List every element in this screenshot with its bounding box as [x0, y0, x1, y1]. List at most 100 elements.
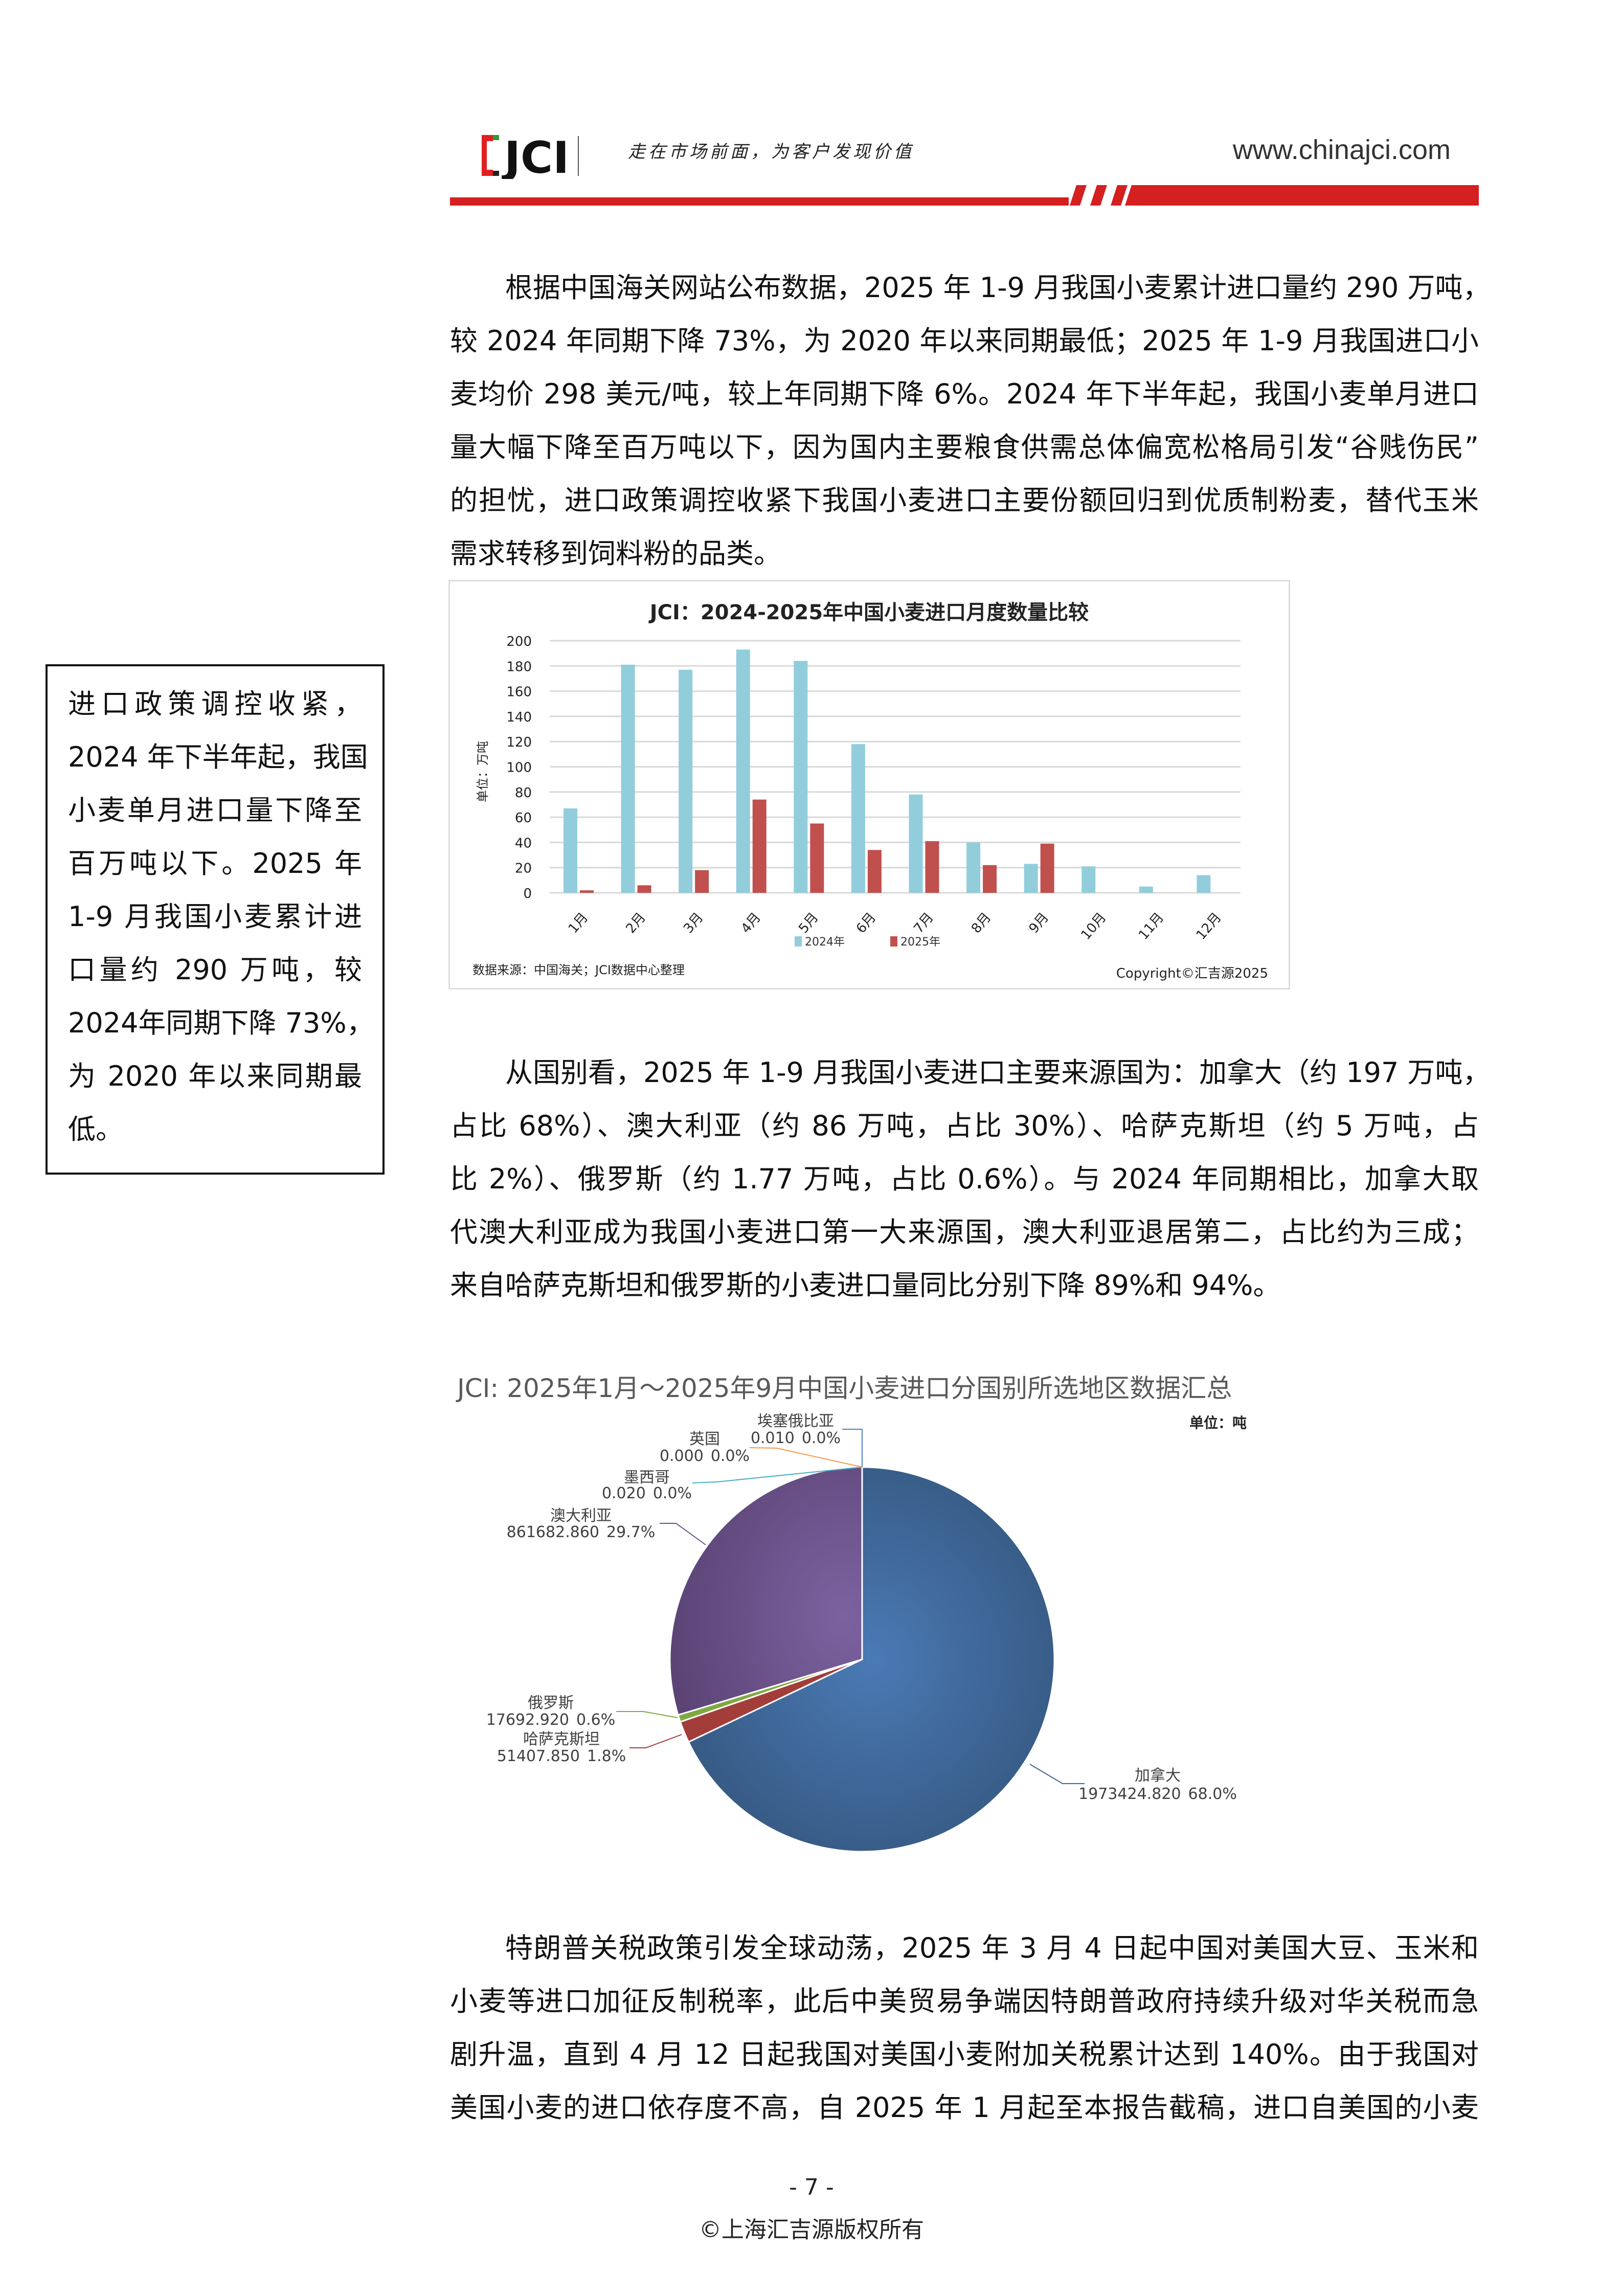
y-tick-label: 0: [523, 886, 532, 902]
pie-slice-australia: [669, 1466, 863, 1716]
leader-line-mexico: [692, 1467, 863, 1483]
bar-chart-title: JCI：2024-2025年中国小麦进口月度数量比较: [648, 601, 1089, 624]
bar-2025年-6月: [867, 850, 882, 893]
note-line: 2024年同期下降 73%，: [68, 1007, 374, 1039]
text-line: 较 2024 年同期下降 73%，为 2020 年以来同期最低；2025 年 1…: [450, 325, 1479, 357]
bar-2025年-7月: [925, 841, 939, 893]
pie-label-canada: 加拿大: [1135, 1767, 1181, 1785]
y-tick-label: 160: [506, 685, 532, 700]
bar-2024年-5月: [794, 661, 808, 893]
y-tick-label: 100: [506, 760, 532, 776]
x-tick-label: 8月: [968, 910, 994, 936]
pie-value-ethiopia: 0.010 0.0%: [751, 1429, 841, 1447]
y-tick-label: 140: [506, 710, 532, 725]
bar-2024年-10月: [1081, 866, 1096, 893]
leader-line-ethiopia: [842, 1429, 863, 1467]
text-line: 占比 68%）、澳大利亚（约 86 万吨，占比 30%）、哈萨克斯坦（约 5 万…: [450, 1110, 1479, 1142]
note-line: 2024 年下半年起，我国: [68, 741, 368, 773]
pie-slice-canada: [687, 1466, 1055, 1853]
bar-2024年-11月: [1139, 886, 1153, 893]
page-number: - 7 -: [789, 2174, 834, 2200]
bar-2025年-2月: [637, 885, 651, 893]
header-red-bar: [450, 185, 1479, 206]
bar-2024年-9月: [1024, 864, 1038, 893]
bar-chart-svg: JCI：2024-2025年中国小麦进口月度数量比较 单位：万吨 0 20 40 60…: [472, 601, 1268, 981]
pie-label-mexico: 墨西哥: [624, 1469, 670, 1487]
legend-swatch-2025: [890, 936, 897, 947]
pie-chart-title: JCI: 2025年1月～2025年9月中国小麦进口分国别所选地区数据汇总: [456, 1374, 1232, 1403]
pie-value-russia: 17692.920 0.6%: [486, 1711, 615, 1729]
bar-2024年-3月: [679, 669, 693, 893]
bar-2024年-6月: [851, 744, 865, 893]
text-line: 剧升温，直到 4 月 12 日起我国对美国小麦附加关税累计达到 140%。由于我…: [450, 2038, 1479, 2070]
bar-2024年-12月: [1197, 875, 1211, 893]
pie-value-kazakhstan: 51407.850 1.8%: [497, 1747, 626, 1765]
sidebar-note-box: 进口政策调控收紧， 2024 年下半年起，我国 小麦单月进口量下降至 百万吨以下…: [46, 664, 385, 1175]
y-axis-label: 单位：万吨: [476, 741, 490, 802]
bar-2025年-4月: [752, 799, 767, 893]
bar-2024年-7月: [909, 794, 923, 893]
x-tick-label: 4月: [738, 910, 764, 936]
footer-copyright: ©上海汇吉源版权所有: [699, 2217, 924, 2243]
note-line: 低。: [68, 1113, 123, 1145]
text-line: 需求转移到饲料粉的品类。: [450, 537, 781, 570]
text-line: 根据中国海关网站公布数据，2025 年 1-9 月我国小麦累计进口量约 290 …: [505, 272, 1491, 304]
pie-label-australia: 澳大利亚: [550, 1507, 612, 1525]
x-tick-label: 12月: [1193, 910, 1225, 943]
legend-label-2024: 2024年: [805, 936, 845, 949]
slogan: 走在市场前面，为客户发现价值: [628, 142, 914, 162]
bar-2024年-4月: [736, 649, 750, 893]
note-line: 小麦单月进口量下降至: [68, 794, 362, 826]
pie-label-kazakhstan: 哈萨克斯坦: [523, 1730, 600, 1748]
note-line: 1-9 月我国小麦累计进: [68, 901, 362, 933]
text-line: 的担忧，进口政策调控收紧下我国小麦进口主要份额回归到优质制粉麦，替代玉米: [450, 484, 1479, 516]
leader-line-russia: [616, 1711, 678, 1718]
jci-logo: JCI: [482, 132, 579, 179]
pie-label-uk: 英国: [689, 1430, 720, 1448]
x-tick-label: 11月: [1136, 910, 1167, 943]
text-line: 代澳大利亚成为我国小麦进口第一大来源国，澳大利亚退居第二，占比约为三成；: [450, 1216, 1479, 1248]
monthly-import-bar-chart: JCI：2024-2025年中国小麦进口月度数量比较 单位：万吨 0 20 40 60…: [448, 580, 1290, 989]
text-line: 美国小麦的进口依存度不高，自 2025 年 1 月起至本报告截稿，进口自美国的小…: [450, 2091, 1479, 2124]
y-tick-label: 180: [506, 659, 532, 674]
y-tick-label: 60: [515, 811, 532, 826]
note-line: 口量约 290 万吨，较: [68, 954, 362, 986]
pie-value-uk: 0.000 0.0%: [660, 1447, 750, 1465]
paragraph-1: 根据中国海关网站公布数据，2025 年 1-9 月我国小麦累计进口量约 290 …: [450, 261, 1491, 580]
pie-unit-label: 单位：吨: [1189, 1414, 1247, 1431]
legend-swatch-2024: [795, 936, 802, 947]
pie-value-australia: 861682.860 29.7%: [507, 1523, 656, 1541]
x-tick-label: 10月: [1078, 910, 1110, 943]
note-line: 百万吨以下。2025 年: [68, 847, 362, 880]
y-tick-label: 120: [506, 735, 532, 750]
bar-2025年-9月: [1040, 843, 1054, 893]
y-tick-label: 80: [515, 785, 532, 801]
note-line: 为 2020 年以来同期最: [68, 1060, 362, 1092]
text-line: 麦均价 298 美元/吨，较上年同期下降 6%。2024 年下半年起，我国小麦单…: [450, 378, 1479, 410]
bar-2025年-8月: [983, 865, 997, 893]
bar-2024年-8月: [966, 842, 981, 893]
leader-line-australia: [660, 1523, 706, 1545]
x-tick-label: 5月: [796, 910, 821, 936]
text-line: 从国别看，2025 年 1-9 月我国小麦进口主要来源国为：加拿大（约 197 …: [505, 1056, 1491, 1089]
text-line: 量大幅下降至百万吨以下，因为国内主要粮食供需总体偏宽松格局引发“谷贱伤民”: [450, 431, 1479, 463]
pie-label-ethiopia: 埃塞俄比亚: [757, 1412, 834, 1430]
y-tick-label: 40: [515, 836, 532, 851]
bar-chart-source: 数据来源：中国海关；JCI数据中心整理: [472, 963, 685, 977]
x-tick-label: 6月: [853, 910, 879, 936]
country-import-pie-chart: JCI: 2025年1月～2025年9月中国小麦进口分国别所选地区数据汇总 单位…: [456, 1374, 1247, 1853]
website-url[interactable]: www.chinajci.com: [1232, 134, 1451, 165]
x-tick-label: 3月: [681, 910, 706, 936]
paragraph-3: 特朗普关税政策引发全球动荡，2025 年 3 月 4 日起中国对美国大豆、玉米和…: [450, 1922, 1479, 2134]
bar-2025年-1月: [580, 890, 594, 893]
text-line: 小麦等进口加征反制税率，此后中美贸易争端因特朗普政府持续升级对华关税而急: [450, 1985, 1479, 2017]
note-line: 进口政策调控收紧，: [68, 688, 362, 720]
bar-chart-copyright: Copyright©汇吉源2025: [1116, 966, 1268, 981]
bar-2024年-2月: [621, 664, 635, 893]
bar-2025年-3月: [695, 870, 709, 893]
text-line: 特朗普关税政策引发全球动荡，2025 年 3 月 4 日起中国对美国大豆、玉米和: [505, 1932, 1479, 1964]
pie-value-mexico: 0.020 0.0%: [602, 1484, 692, 1502]
bar-2024年-1月: [563, 808, 577, 893]
y-tick-label: 200: [506, 634, 532, 649]
y-tick-label: 20: [515, 861, 532, 876]
